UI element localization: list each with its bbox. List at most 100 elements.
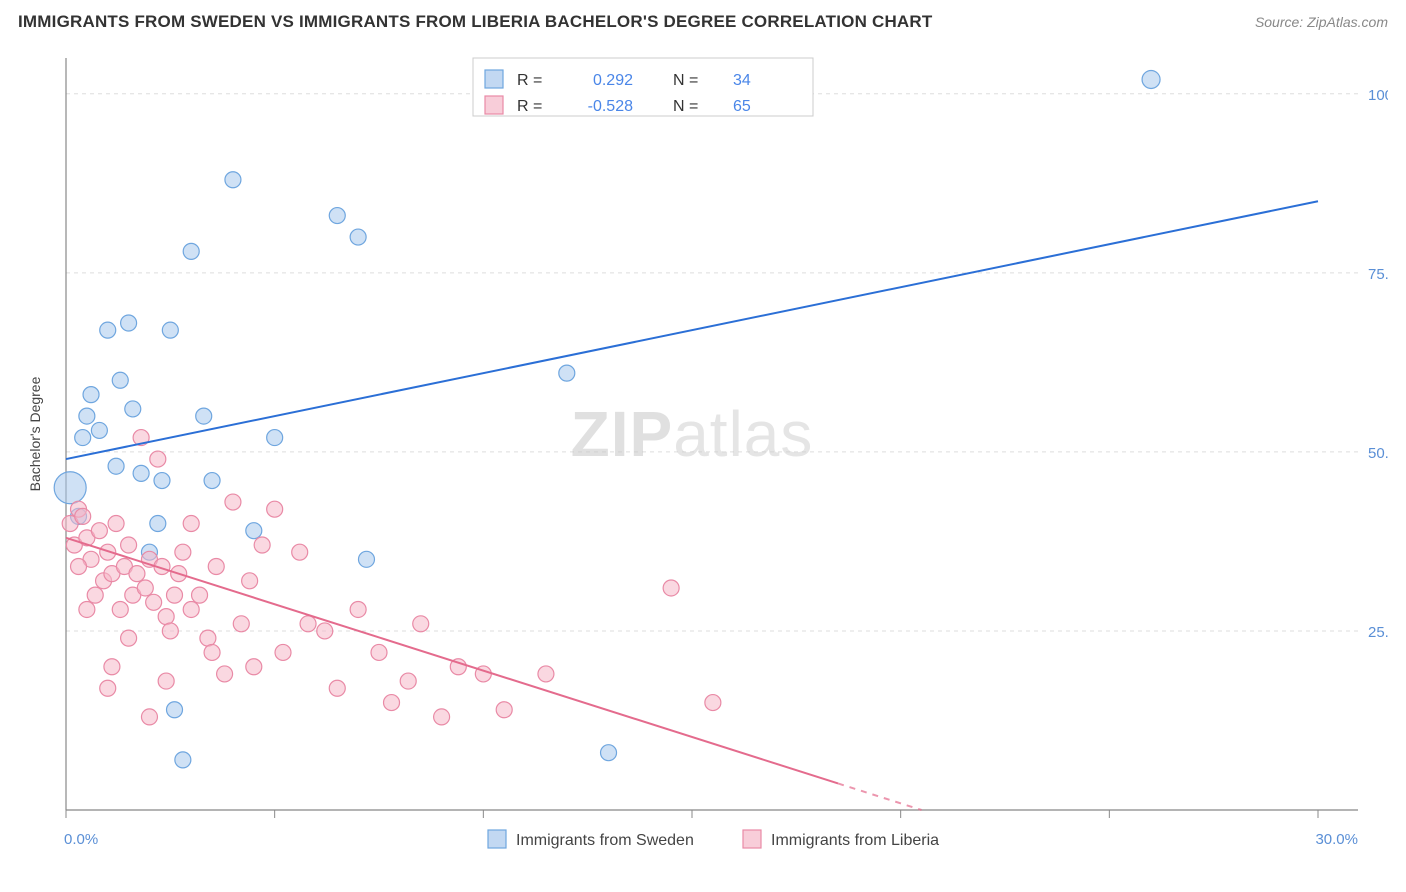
data-point [108,516,124,532]
data-point [100,322,116,338]
data-point [158,673,174,689]
header: IMMIGRANTS FROM SWEDEN VS IMMIGRANTS FRO… [18,12,1388,32]
data-point [121,630,137,646]
data-point [91,523,107,539]
data-point [267,430,283,446]
data-point [217,666,233,682]
data-point [137,580,153,596]
data-point [1142,70,1160,88]
data-point [496,702,512,718]
data-point [104,659,120,675]
data-point [350,601,366,617]
legend-r-value: -0.528 [588,98,633,115]
source-attribution: Source: ZipAtlas.com [1255,14,1388,30]
data-point [204,473,220,489]
data-point [71,558,87,574]
data-point [112,372,128,388]
data-point [75,430,91,446]
data-point [233,616,249,632]
data-point [413,616,429,632]
x-tick-label: 0.0% [64,831,98,848]
data-point [100,680,116,696]
legend-r-label: R = [517,98,542,115]
data-point [150,451,166,467]
legend-series-label: Immigrants from Sweden [516,832,694,849]
y-tick-label: 25.0% [1368,624,1388,641]
data-point [75,508,91,524]
data-point [175,544,191,560]
y-tick-label: 75.0% [1368,266,1388,283]
legend-n-label: N = [673,98,698,115]
data-point [292,544,308,560]
data-point [121,315,137,331]
x-tick-label: 30.0% [1315,831,1358,848]
data-point [246,523,262,539]
data-point [350,229,366,245]
chart-container: ZIPatlas25.0%50.0%75.0%100.0%0.0%30.0%Ba… [18,40,1388,872]
legend-series-label: Immigrants from Liberia [771,832,939,849]
y-tick-label: 50.0% [1368,445,1388,462]
data-point [83,387,99,403]
data-point [559,365,575,381]
source-name: ZipAtlas.com [1307,14,1388,30]
watermark: ZIPatlas [571,398,814,470]
data-point [158,609,174,625]
data-point [133,465,149,481]
data-point [538,666,554,682]
data-point [108,458,124,474]
data-point [162,322,178,338]
legend-n-label: N = [673,72,698,89]
data-point [242,573,258,589]
source-prefix: Source: [1255,14,1307,30]
data-point [384,695,400,711]
data-point [705,695,721,711]
data-point [154,473,170,489]
data-point [91,422,107,438]
data-point [167,587,183,603]
scatter-chart: ZIPatlas25.0%50.0%75.0%100.0%0.0%30.0%Ba… [18,40,1388,872]
data-point [192,587,208,603]
legend-n-value: 34 [733,72,751,89]
data-point [208,558,224,574]
data-point [663,580,679,596]
data-point [183,243,199,259]
data-point [246,659,262,675]
data-point [79,601,95,617]
data-point [167,702,183,718]
legend-r-label: R = [517,72,542,89]
data-point [400,673,416,689]
data-point [125,401,141,417]
data-point [371,644,387,660]
data-point [317,623,333,639]
data-point [329,680,345,696]
data-point [121,537,137,553]
data-point [434,709,450,725]
legend-swatch [485,70,503,88]
data-point [129,566,145,582]
data-point [183,601,199,617]
data-point [150,516,166,532]
legend-n-value: 65 [733,98,751,115]
data-point [200,630,216,646]
data-point [300,616,316,632]
data-point [141,709,157,725]
chart-title: IMMIGRANTS FROM SWEDEN VS IMMIGRANTS FRO… [18,12,932,32]
data-point [358,551,374,567]
legend-swatch [485,96,503,114]
data-point [267,501,283,517]
legend-swatch [743,830,761,848]
y-axis-label: Bachelor's Degree [27,376,43,491]
data-point [204,644,220,660]
legend-r-value: 0.292 [593,72,633,89]
data-point [146,594,162,610]
data-point [87,587,103,603]
data-point [175,752,191,768]
legend-swatch [488,830,506,848]
data-point [112,601,128,617]
data-point [254,537,270,553]
data-point [329,208,345,224]
data-point [275,644,291,660]
data-point [225,172,241,188]
data-point [183,516,199,532]
data-point [225,494,241,510]
